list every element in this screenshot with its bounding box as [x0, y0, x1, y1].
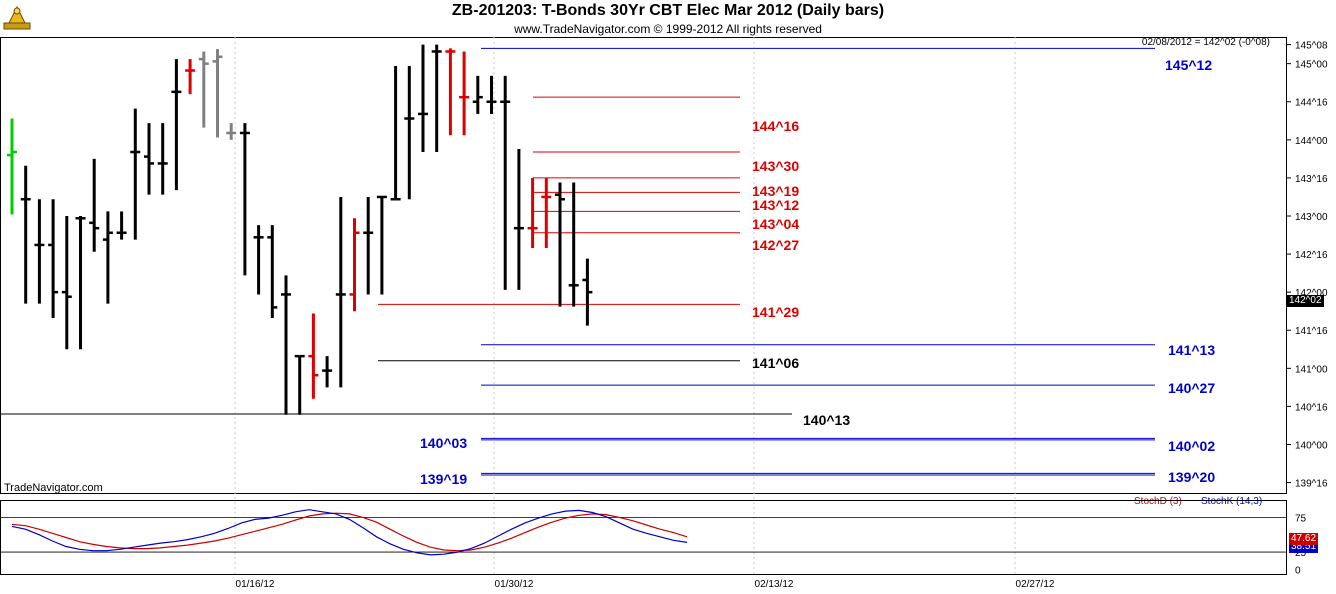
level-label: 143^30 — [752, 158, 799, 174]
level-label: 140^03 — [420, 435, 467, 451]
level-label: 141^29 — [752, 304, 799, 320]
y-tick-label: 144^16 — [1295, 98, 1328, 109]
level-label: 140^02 — [1168, 438, 1215, 454]
level-label: 139^20 — [1168, 469, 1215, 485]
level-label: 143^12 — [752, 197, 799, 213]
level-label: 140^13 — [803, 412, 850, 428]
y-tick-label: 139^16 — [1295, 479, 1328, 490]
last-quote: 02/08/2012 = 142^02 (-0^08) — [1141, 37, 1270, 48]
chart-subtitle: www.TradeNavigator.com © 1999-2012 All r… — [514, 22, 822, 36]
y-tick-label: 142^00 — [1295, 288, 1328, 299]
chart-title: ZB-201203: T-Bonds 30Yr CBT Elec Mar 201… — [451, 2, 885, 19]
level-label: 140^27 — [1168, 380, 1215, 396]
y-tick-label: 140^16 — [1295, 402, 1328, 413]
y-tick-label: 145^08 — [1295, 41, 1328, 52]
current-price-badge: 142^02 — [1287, 295, 1324, 307]
level-label: 139^19 — [420, 471, 467, 487]
level-label: 141^13 — [1168, 342, 1215, 358]
y-tick-label: 140^00 — [1295, 440, 1328, 451]
oscillator-panel-frame — [0, 500, 1287, 575]
oscillator-tick-label: 75 — [1295, 513, 1307, 524]
level-label: 143^19 — [752, 183, 799, 199]
y-tick-label: 141^16 — [1295, 326, 1328, 337]
y-tick-label: 145^00 — [1295, 60, 1328, 71]
y-tick-label: 144^00 — [1295, 136, 1328, 147]
oscillator-tick-label: 0 — [1295, 565, 1301, 576]
stochd-value-badge: 47.62 — [1289, 533, 1319, 545]
y-tick-label: 143^16 — [1295, 174, 1328, 185]
level-label: 143^04 — [752, 216, 799, 232]
y-tick-label: 143^00 — [1295, 212, 1328, 223]
level-label: 144^16 — [752, 118, 799, 134]
oscillator-tick-label: 25 — [1295, 548, 1307, 559]
brand-label: TradeNavigator.com — [4, 482, 103, 494]
price-panel-frame — [0, 37, 1287, 494]
trade-navigator-logo-icon — [3, 3, 31, 31]
x-tick-label: 02/13/12 — [755, 579, 794, 590]
y-tick-label: 141^00 — [1295, 364, 1328, 375]
legend-stochk[interactable]: StochK (14,3) — [1201, 496, 1263, 507]
level-label: 142^27 — [752, 237, 799, 253]
legend-stochd[interactable]: StochD (3) — [1134, 496, 1182, 507]
x-tick-label: 01/16/12 — [236, 579, 275, 590]
level-label: 141^06 — [752, 355, 799, 371]
x-tick-label: 01/30/12 — [495, 579, 534, 590]
x-tick-label: 02/27/12 — [1016, 579, 1055, 590]
level-label: 145^12 — [1165, 57, 1212, 73]
y-tick-label: 142^16 — [1295, 250, 1328, 261]
oscillator-series-line — [11, 509, 688, 556]
